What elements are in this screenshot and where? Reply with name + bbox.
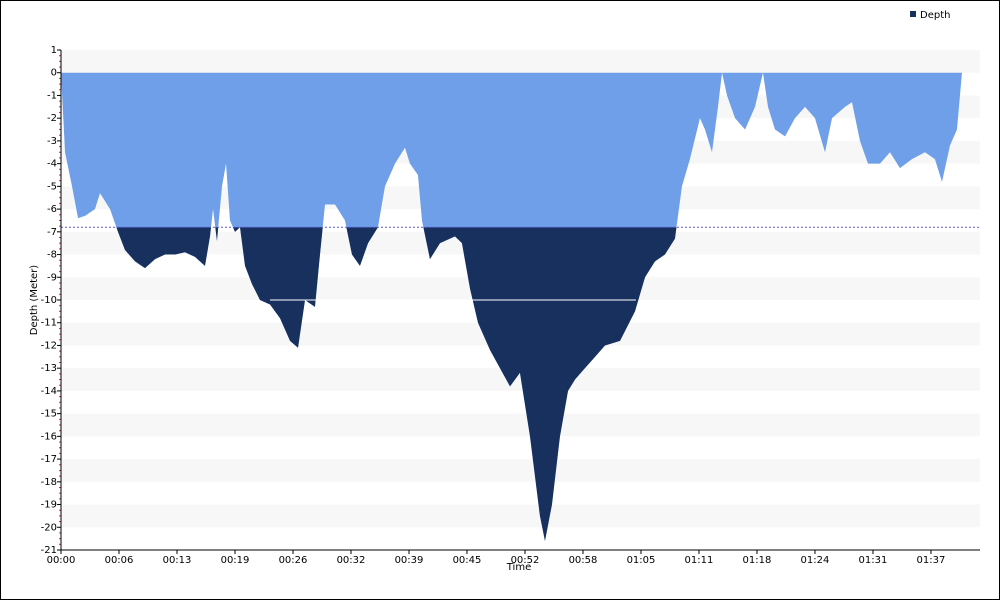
y-tick-label: -8 bbox=[47, 250, 57, 261]
x-axis-label: Time bbox=[506, 562, 531, 573]
grid-band bbox=[61, 504, 980, 528]
legend-swatch bbox=[910, 11, 916, 17]
y-tick-label: -21 bbox=[41, 545, 57, 556]
x-tick-label: 00:45 bbox=[453, 555, 482, 566]
y-tick-label: -9 bbox=[47, 272, 57, 283]
y-tick-label: -20 bbox=[41, 522, 57, 533]
legend-label: Depth bbox=[920, 10, 950, 21]
y-tick-label: -7 bbox=[47, 227, 57, 238]
x-tick-label: 01:24 bbox=[801, 555, 830, 566]
y-tick-label: -1 bbox=[47, 90, 57, 101]
y-tick-label: -16 bbox=[41, 431, 57, 442]
y-tick-label: -11 bbox=[41, 318, 57, 329]
depth-area-below-threshold bbox=[116, 227, 677, 541]
y-tick-label: -12 bbox=[41, 340, 57, 351]
x-tick-label: 01:37 bbox=[917, 555, 946, 566]
y-tick-label: -18 bbox=[41, 477, 57, 488]
x-tick-label: 00:26 bbox=[279, 555, 308, 566]
y-tick-label: -17 bbox=[41, 454, 57, 465]
x-tick-label: 00:06 bbox=[105, 555, 134, 566]
y-tick-label: -19 bbox=[41, 500, 57, 511]
x-tick-label: 00:52 bbox=[511, 555, 540, 566]
y-tick-label: -4 bbox=[47, 159, 57, 170]
y-tick-label: -5 bbox=[47, 181, 57, 192]
x-tick-label: 00:13 bbox=[163, 555, 192, 566]
x-tick-label: 00:39 bbox=[395, 555, 424, 566]
y-tick-label: -6 bbox=[47, 204, 57, 215]
x-tick-label: 00:19 bbox=[221, 555, 250, 566]
y-tick-label: -14 bbox=[41, 386, 57, 397]
y-axis-label: Depth (Meter) bbox=[29, 265, 40, 336]
x-tick-label: 01:18 bbox=[743, 555, 772, 566]
y-tick-label: 1 bbox=[51, 45, 57, 56]
y-tick-label: -15 bbox=[41, 409, 57, 420]
grid-band bbox=[61, 413, 980, 437]
grid-band bbox=[61, 368, 980, 391]
y-tick-label: -3 bbox=[47, 136, 57, 147]
grid-band bbox=[61, 459, 980, 482]
x-tick-label: 00:00 bbox=[47, 555, 76, 566]
x-tick-label: 01:31 bbox=[859, 555, 888, 566]
x-tick-label: 00:32 bbox=[337, 555, 366, 566]
x-tick-label: 01:05 bbox=[627, 555, 656, 566]
y-tick-label: 0 bbox=[51, 68, 57, 79]
x-tick-label: 01:11 bbox=[685, 555, 714, 566]
y-tick-label: -2 bbox=[47, 113, 57, 124]
grid-band bbox=[61, 50, 980, 73]
x-tick-label: 00:58 bbox=[569, 555, 598, 566]
y-tick-label: -10 bbox=[41, 295, 57, 306]
y-tick-label: -13 bbox=[41, 363, 57, 374]
